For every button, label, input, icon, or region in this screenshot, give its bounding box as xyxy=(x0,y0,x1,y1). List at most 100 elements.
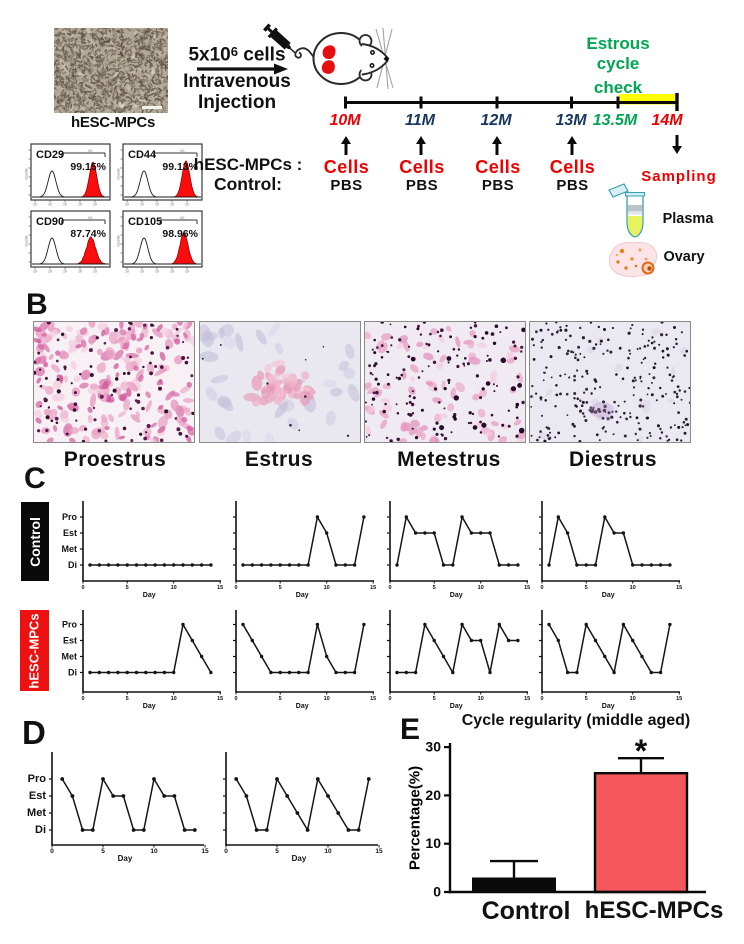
svg-text:Pro: Pro xyxy=(62,620,78,630)
svg-text:10: 10 xyxy=(629,696,635,702)
svg-text:Est: Est xyxy=(63,636,77,646)
svg-text:15: 15 xyxy=(217,585,223,591)
svg-text:20: 20 xyxy=(425,787,441,803)
svg-text:10: 10 xyxy=(125,270,129,274)
svg-text:10: 10 xyxy=(48,203,52,207)
svg-text:0: 0 xyxy=(540,585,543,591)
svg-text:Day: Day xyxy=(292,854,307,863)
svg-text:5: 5 xyxy=(432,696,435,702)
svg-text:Counts: Counts xyxy=(117,235,121,246)
svg-text:15: 15 xyxy=(524,696,530,702)
svg-text:10: 10 xyxy=(150,848,158,855)
svg-text:Counts: Counts xyxy=(117,168,121,179)
svg-text:15: 15 xyxy=(375,848,383,855)
svg-text:Day: Day xyxy=(143,592,156,599)
svg-text:0: 0 xyxy=(50,848,54,855)
svg-text:5: 5 xyxy=(584,585,587,591)
svg-text:0: 0 xyxy=(540,696,543,702)
svg-text:10: 10 xyxy=(33,270,37,274)
svg-text:Day: Day xyxy=(143,703,156,710)
svg-text:15: 15 xyxy=(217,696,223,702)
svg-text:5: 5 xyxy=(101,848,105,855)
svg-text:Est: Est xyxy=(29,790,46,802)
svg-text:5: 5 xyxy=(126,696,129,702)
svg-text:10: 10 xyxy=(171,696,177,702)
svg-text:0: 0 xyxy=(433,884,441,900)
svg-text:10: 10 xyxy=(324,585,330,591)
svg-text:10: 10 xyxy=(93,203,97,207)
svg-text:Day: Day xyxy=(449,703,462,710)
svg-text:0: 0 xyxy=(388,585,391,591)
svg-text:10: 10 xyxy=(170,203,174,207)
svg-text:Di: Di xyxy=(68,560,77,570)
svg-text:87.74%: 87.74% xyxy=(70,228,106,240)
svg-text:M1: M1 xyxy=(180,149,185,153)
svg-text:10: 10 xyxy=(125,203,129,207)
svg-text:0: 0 xyxy=(388,696,391,702)
svg-text:5: 5 xyxy=(279,696,282,702)
svg-text:0: 0 xyxy=(224,848,228,855)
svg-text:10: 10 xyxy=(63,203,67,207)
svg-text:5: 5 xyxy=(126,585,129,591)
svg-text:15: 15 xyxy=(524,585,530,591)
svg-text:10: 10 xyxy=(78,270,82,274)
svg-text:5: 5 xyxy=(275,848,279,855)
svg-text:15: 15 xyxy=(676,585,682,591)
svg-text:Pro: Pro xyxy=(62,512,78,522)
svg-text:Day: Day xyxy=(296,592,309,599)
svg-text:Met: Met xyxy=(62,652,78,662)
svg-text:M1: M1 xyxy=(88,216,93,220)
svg-text:CD90: CD90 xyxy=(36,216,64,228)
svg-text:10: 10 xyxy=(185,203,189,207)
svg-text:0: 0 xyxy=(234,696,237,702)
svg-text:10: 10 xyxy=(185,270,189,274)
svg-text:10: 10 xyxy=(93,270,97,274)
svg-text:0: 0 xyxy=(81,696,84,702)
svg-text:5: 5 xyxy=(279,585,282,591)
svg-text:Est: Est xyxy=(63,528,77,538)
svg-text:0: 0 xyxy=(81,585,84,591)
svg-text:10: 10 xyxy=(48,270,52,274)
svg-text:Met: Met xyxy=(27,807,46,819)
svg-text:*: * xyxy=(635,733,648,769)
svg-text:10: 10 xyxy=(155,203,159,207)
svg-text:M1: M1 xyxy=(88,149,93,153)
svg-text:10: 10 xyxy=(629,585,635,591)
svg-text:98.96%: 98.96% xyxy=(162,228,198,240)
svg-text:10: 10 xyxy=(140,270,144,274)
svg-text:10: 10 xyxy=(324,848,332,855)
svg-text:Met: Met xyxy=(62,544,78,554)
svg-text:10: 10 xyxy=(140,203,144,207)
svg-text:CD105: CD105 xyxy=(128,216,162,228)
svg-text:0: 0 xyxy=(234,585,237,591)
svg-text:Counts: Counts xyxy=(25,235,29,246)
svg-text:10: 10 xyxy=(425,835,441,851)
svg-text:M1: M1 xyxy=(180,216,185,220)
svg-text:Day: Day xyxy=(601,703,614,710)
svg-text:15: 15 xyxy=(676,696,682,702)
svg-text:10: 10 xyxy=(33,203,37,207)
svg-text:30: 30 xyxy=(425,739,441,755)
svg-text:15: 15 xyxy=(370,696,376,702)
svg-text:10: 10 xyxy=(171,585,177,591)
svg-text:Day: Day xyxy=(296,703,309,710)
svg-text:Pro: Pro xyxy=(28,773,47,785)
svg-text:10: 10 xyxy=(324,696,330,702)
svg-text:15: 15 xyxy=(370,585,376,591)
svg-text:10: 10 xyxy=(155,270,159,274)
svg-text:5: 5 xyxy=(432,585,435,591)
svg-text:Counts: Counts xyxy=(25,168,29,179)
svg-text:99.13%: 99.13% xyxy=(162,161,198,173)
svg-text:99.15%: 99.15% xyxy=(70,161,106,173)
svg-text:10: 10 xyxy=(63,270,67,274)
svg-text:Di: Di xyxy=(35,824,46,836)
svg-text:CD44: CD44 xyxy=(128,149,157,161)
svg-text:5: 5 xyxy=(584,696,587,702)
svg-text:10: 10 xyxy=(477,696,483,702)
svg-text:15: 15 xyxy=(201,848,209,855)
svg-text:Day: Day xyxy=(449,592,462,599)
svg-text:10: 10 xyxy=(477,585,483,591)
svg-text:Di: Di xyxy=(68,668,77,678)
svg-text:10: 10 xyxy=(78,203,82,207)
svg-text:Day: Day xyxy=(118,854,133,863)
